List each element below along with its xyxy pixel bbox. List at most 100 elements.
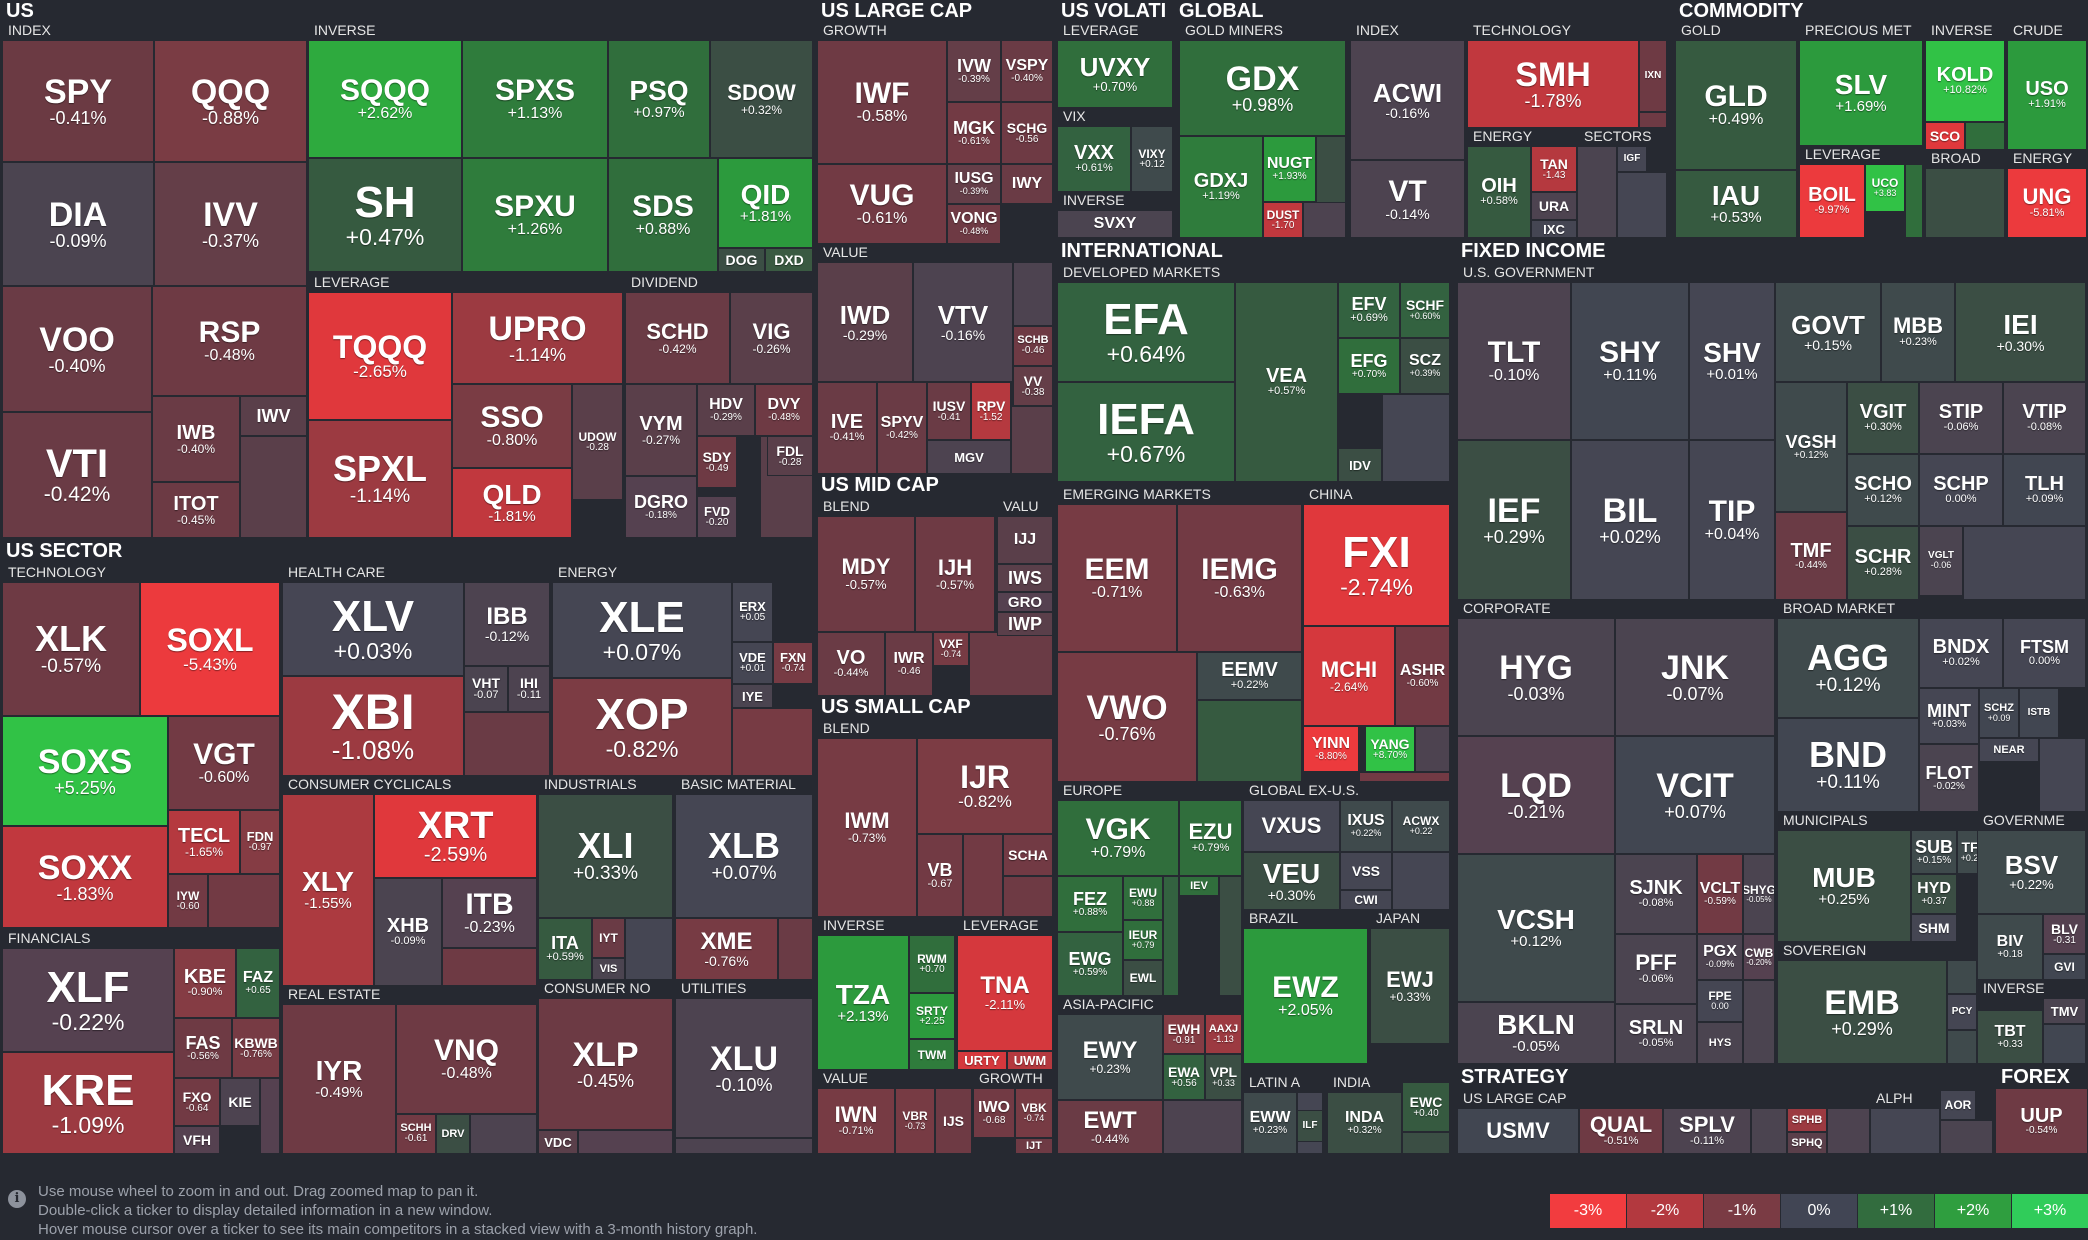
- minor-ticker-tile[interactable]: [1905, 164, 1923, 238]
- ticker-tile-tecl[interactable]: TECL -1.65%: [168, 810, 240, 874]
- ticker-tile-tan[interactable]: TAN -1.43: [1531, 146, 1577, 192]
- ticker-tile-sphb[interactable]: SPHB: [1787, 1108, 1827, 1132]
- minor-ticker-tile[interactable]: [969, 632, 1053, 696]
- ticker-tile-xop[interactable]: XOP -0.82%: [552, 678, 732, 776]
- ticker-tile-iwd[interactable]: IWD -0.29%: [817, 262, 913, 382]
- ticker-tile-yinn[interactable]: YINN -8.80%: [1303, 726, 1359, 772]
- minor-ticker-tile[interactable]: [1963, 526, 2086, 600]
- ticker-tile-tmv[interactable]: TMV: [2043, 998, 2086, 1024]
- ticker-tile-ewg[interactable]: EWG +0.59%: [1057, 932, 1123, 996]
- ticker-tile-iwf[interactable]: IWF -0.58%: [817, 40, 947, 164]
- minor-ticker-tile[interactable]: [1617, 172, 1667, 238]
- minor-ticker-tile[interactable]: [1925, 168, 2005, 238]
- ticker-tile-sub[interactable]: SUB +0.15%: [1911, 830, 1957, 874]
- ticker-tile-mgv[interactable]: MGV: [927, 440, 1011, 474]
- ticker-tile-pcy[interactable]: PCY: [1947, 994, 1977, 1030]
- ticker-tile-ilf[interactable]: ILF: [1297, 1110, 1323, 1142]
- ticker-tile-iwn[interactable]: IWN -0.71%: [817, 1088, 895, 1154]
- ticker-tile-slv[interactable]: SLV +1.69%: [1799, 40, 1923, 146]
- ticker-tile-sqqq[interactable]: SQQQ +2.62%: [308, 40, 462, 158]
- ticker-tile-fxi[interactable]: FXI -2.74%: [1303, 504, 1450, 626]
- ticker-tile-vxus[interactable]: VXUS: [1243, 800, 1340, 852]
- ticker-tile-gld[interactable]: GLD +0.49%: [1675, 40, 1797, 170]
- ticker-tile-ewa[interactable]: EWA +0.56: [1163, 1054, 1205, 1100]
- ticker-tile-rsp[interactable]: RSP -0.48%: [152, 286, 307, 396]
- minor-ticker-tile[interactable]: [470, 1114, 537, 1154]
- ticker-tile-iyr[interactable]: IYR -0.49%: [282, 1004, 396, 1154]
- ticker-tile-xrt[interactable]: XRT -2.59%: [374, 794, 537, 878]
- minor-ticker-tile[interactable]: [778, 918, 813, 980]
- ticker-tile-agg[interactable]: AGG +0.12%: [1777, 618, 1919, 718]
- ticker-tile-fdn[interactable]: FDN -0.97: [240, 810, 280, 874]
- ticker-tile-ijt[interactable]: IJT: [1015, 1138, 1053, 1154]
- minor-ticker-tile[interactable]: [1359, 772, 1450, 782]
- ticker-tile-qual[interactable]: QUAL -0.51%: [1579, 1108, 1663, 1154]
- ticker-tile-cwb[interactable]: CWB -0.20%: [1743, 934, 1775, 980]
- ticker-tile-spxl[interactable]: SPXL -1.14%: [308, 420, 452, 538]
- ticker-tile-mgk[interactable]: MGK -0.61%: [947, 102, 1001, 164]
- ticker-tile-ewu[interactable]: EWU +0.88: [1123, 876, 1163, 920]
- ticker-tile-ivv[interactable]: IVV -0.37%: [154, 162, 307, 286]
- minor-ticker-tile[interactable]: [578, 1130, 673, 1154]
- ticker-tile-near[interactable]: NEAR: [1979, 738, 2039, 762]
- ticker-tile-vnq[interactable]: VNQ -0.48%: [396, 1004, 537, 1114]
- ticker-tile-xle[interactable]: XLE +0.07%: [552, 582, 732, 678]
- ticker-tile-sso[interactable]: SSO -0.80%: [452, 384, 572, 468]
- ticker-tile-ewc[interactable]: EWC +0.40: [1402, 1082, 1450, 1132]
- ticker-tile-pgx[interactable]: PGX -0.09%: [1697, 934, 1743, 980]
- minor-ticker-tile[interactable]: [1577, 146, 1617, 238]
- ticker-tile-ita[interactable]: ITA +0.59%: [538, 918, 592, 980]
- ticker-tile-ixus[interactable]: IXUS +0.22%: [1340, 800, 1392, 852]
- minor-ticker-tile[interactable]: [1947, 960, 1977, 994]
- ticker-tile-iwo[interactable]: IWO -0.68: [973, 1088, 1015, 1138]
- ticker-tile-kre[interactable]: KRE -1.09%: [2, 1052, 174, 1154]
- ticker-tile-splv[interactable]: SPLV -0.11%: [1663, 1108, 1751, 1154]
- ticker-tile-iwy[interactable]: IWY: [1001, 164, 1053, 204]
- ticker-tile-qld[interactable]: QLD -1.81%: [452, 468, 572, 538]
- ticker-tile-vixy[interactable]: VIXY +0.12: [1131, 126, 1173, 192]
- ticker-tile-inda[interactable]: INDA +0.32%: [1327, 1092, 1402, 1154]
- ticker-tile-vong[interactable]: VONG -0.48%: [947, 204, 1001, 244]
- minor-ticker-tile[interactable]: [2043, 1024, 2086, 1064]
- ticker-tile-gvi[interactable]: GVI: [2043, 954, 2086, 980]
- ticker-tile-flot[interactable]: FLOT -0.02%: [1919, 744, 1979, 812]
- ticker-tile-vcsh[interactable]: VCSH +0.12%: [1457, 854, 1615, 1002]
- minor-ticker-tile[interactable]: [1827, 1108, 1870, 1154]
- ticker-tile-soxx[interactable]: SOXX -1.83%: [2, 826, 168, 928]
- ticker-tile-oih[interactable]: OIH +0.58%: [1467, 146, 1531, 238]
- ticker-tile-ive[interactable]: IVE -0.41%: [817, 382, 877, 474]
- ticker-tile-udow[interactable]: UDOW -0.28: [572, 384, 623, 500]
- ticker-tile-xme[interactable]: XME -0.76%: [675, 918, 778, 980]
- minor-ticker-tile[interactable]: [1947, 1030, 1977, 1064]
- ticker-tile-ung[interactable]: UNG -5.81%: [2007, 168, 2087, 238]
- ticker-tile-iefa[interactable]: IEFA +0.67%: [1057, 382, 1235, 482]
- ticker-tile-srty[interactable]: SRTY +2.25: [909, 993, 955, 1039]
- ticker-tile-bkln[interactable]: BKLN -0.05%: [1457, 1002, 1615, 1064]
- ticker-tile-drv[interactable]: DRV: [436, 1114, 470, 1154]
- ticker-tile-upro[interactable]: UPRO -1.14%: [452, 292, 623, 384]
- minor-ticker-tile[interactable]: [1392, 852, 1450, 910]
- ticker-tile-schh[interactable]: SCHH -0.61: [396, 1114, 436, 1154]
- ticker-tile-vtv[interactable]: VTV -0.16%: [913, 262, 1013, 382]
- minor-ticker-tile[interactable]: [1415, 726, 1450, 772]
- ticker-tile-shm[interactable]: SHM: [1911, 914, 1957, 942]
- ticker-tile-yang[interactable]: YANG +8.70%: [1365, 726, 1415, 772]
- ticker-tile-schr[interactable]: SCHR +0.28%: [1847, 526, 1919, 600]
- ticker-tile-stip[interactable]: STIP -0.06%: [1919, 382, 2003, 454]
- ticker-tile-vss[interactable]: VSS: [1340, 852, 1392, 890]
- ticker-tile-cwi[interactable]: CWI: [1340, 890, 1392, 910]
- ticker-tile-voo[interactable]: VOO -0.40%: [2, 286, 152, 412]
- ticker-tile-usmv[interactable]: USMV: [1457, 1108, 1579, 1154]
- ticker-tile-uup[interactable]: UUP -0.54%: [1995, 1088, 2088, 1154]
- ticker-tile-gro[interactable]: GRO: [997, 592, 1053, 612]
- ticker-tile-blv[interactable]: BLV -0.31: [2043, 914, 2086, 954]
- ticker-tile-tmf[interactable]: TMF -0.44%: [1775, 512, 1847, 600]
- ticker-tile-ieur[interactable]: IEUR +0.79: [1123, 920, 1163, 960]
- ticker-tile-ijs[interactable]: IJS: [935, 1088, 972, 1154]
- ticker-tile-dvy[interactable]: DVY -0.48%: [755, 384, 813, 436]
- minor-ticker-tile[interactable]: [1013, 262, 1053, 326]
- minor-ticker-tile[interactable]: [442, 948, 537, 986]
- ticker-tile-iwp[interactable]: IWP: [997, 612, 1053, 636]
- ticker-tile-veu[interactable]: VEU +0.30%: [1243, 852, 1340, 910]
- ticker-tile-kie[interactable]: KIE: [220, 1078, 260, 1126]
